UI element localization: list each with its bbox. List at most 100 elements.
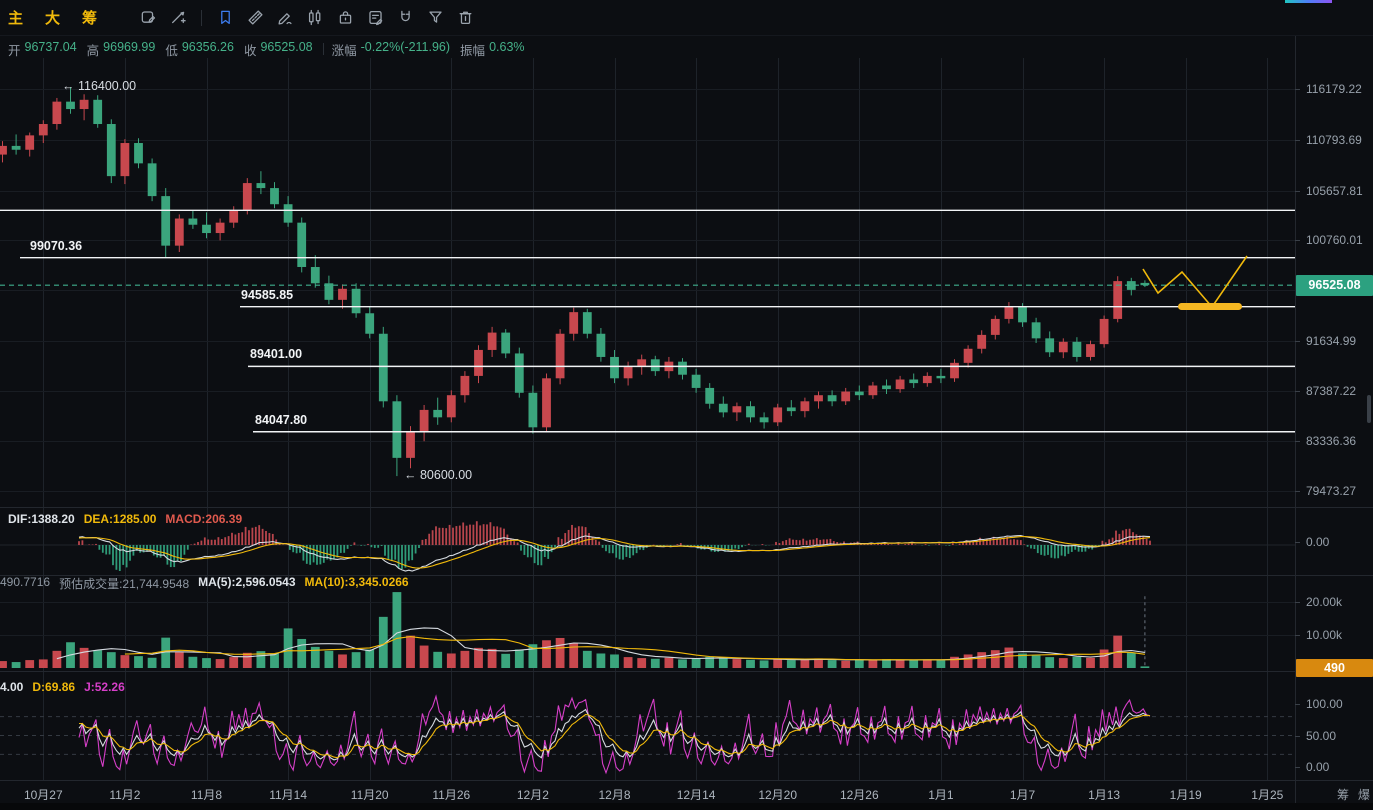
candle	[990, 318, 1000, 335]
volume-bar	[365, 649, 375, 668]
chip-distribution-toggle[interactable]: 筹	[1337, 788, 1350, 802]
candle	[732, 406, 742, 413]
candle	[718, 403, 728, 413]
tab-chips[interactable]: 筹	[82, 10, 98, 27]
candle	[460, 375, 470, 396]
candle	[542, 378, 551, 428]
sync-edit-icon[interactable]	[133, 5, 163, 31]
volume-bar	[746, 659, 755, 668]
date-axis-label: 1月19	[1169, 788, 1202, 802]
candle	[256, 183, 266, 189]
volume-bar	[433, 651, 443, 668]
date-axis-label: 11月26	[432, 788, 471, 802]
volume-bar	[202, 658, 211, 668]
macd-dif-value: DIF:1388.20	[8, 512, 75, 526]
ohlc-row: 开 96737.04 高 96969.99 低 96356.26 收 96525.08 …	[8, 40, 535, 58]
drawn-zigzag-projection	[1142, 255, 1248, 309]
date-axis-label: 1月25	[1251, 788, 1284, 802]
date-axis-label: 11月14	[269, 788, 307, 802]
kdj-axis-label: 100.00	[1306, 697, 1343, 711]
open-value: 96737.04	[24, 39, 77, 54]
date-axis-label: 12月20	[758, 788, 798, 802]
price-level-label: 99070.36	[30, 238, 83, 253]
volume-bar	[297, 638, 307, 668]
volume-bar	[351, 652, 361, 668]
close-label: 收	[243, 43, 257, 58]
volume-bar	[120, 655, 130, 668]
lock-icon[interactable]	[330, 5, 360, 31]
crosshair-pointer-icon[interactable]	[163, 5, 193, 31]
bookmark-icon[interactable]	[210, 5, 240, 31]
volume-bar	[378, 616, 388, 668]
price-axis-label: 100760.01	[1306, 233, 1363, 247]
volume-bar	[678, 659, 687, 668]
candle	[270, 188, 279, 205]
kdj-pane	[0, 694, 1295, 775]
axis-ticks	[1295, 89, 1300, 768]
volume-bar	[514, 649, 524, 668]
volume-bar	[229, 657, 239, 668]
trash-icon[interactable]	[450, 5, 480, 31]
volume-bar	[963, 654, 973, 668]
dea-line	[78, 536, 1151, 569]
price-level-label: 89401.00	[250, 347, 303, 362]
price-axis-label: 87387.22	[1306, 384, 1357, 398]
pen-icon[interactable]	[270, 5, 300, 31]
volume-header: 490.7716 预估成交量:21,744.9548 MA(5):2,596.0…	[0, 575, 409, 592]
ohlc-divider	[322, 43, 324, 55]
kdj-axis-label: 50.00	[1306, 729, 1337, 743]
filter-icon[interactable]	[420, 5, 450, 31]
volume-bar	[555, 637, 565, 668]
candle	[1031, 322, 1041, 339]
volume-bar	[474, 647, 483, 668]
candle	[161, 196, 171, 246]
volume-bar	[623, 657, 633, 668]
candle	[310, 266, 320, 284]
volume-bar	[52, 650, 62, 668]
macd-value: MACD:206.39	[165, 512, 243, 526]
candlestick-icon[interactable]	[300, 5, 330, 31]
volume-bar	[392, 592, 402, 668]
price-axis-label: 110793.69	[1306, 133, 1362, 147]
axis-scrollbar-thumb[interactable]	[1367, 395, 1371, 423]
notes-edit-icon[interactable]	[360, 5, 390, 31]
tab-main[interactable]: 主	[8, 10, 24, 27]
candle	[11, 145, 21, 150]
candle	[705, 387, 715, 404]
volume-bar	[800, 659, 810, 668]
candle	[1113, 281, 1123, 319]
candle	[800, 401, 810, 412]
volume-bar	[841, 660, 851, 668]
candle	[202, 224, 211, 234]
volume-bar	[773, 658, 783, 668]
candle	[841, 391, 851, 402]
ruler-icon[interactable]	[240, 5, 270, 31]
volume-bar	[338, 654, 347, 668]
volume-bar	[11, 662, 21, 668]
candle	[528, 392, 538, 428]
candle	[188, 218, 198, 225]
date-axis-label: 1月13	[1088, 788, 1121, 802]
volume-bar	[25, 660, 35, 668]
kdj-axis-label: 0.00	[1306, 760, 1330, 774]
candle	[106, 124, 116, 177]
price-axis-label: 116179.22	[1306, 82, 1362, 96]
dif-line	[78, 534, 1151, 572]
price-marker-label: ← 80600.00	[404, 468, 473, 483]
candle	[637, 359, 647, 367]
volume-value: 490.7716	[0, 575, 51, 589]
current-price-tag: 96525.08	[1296, 274, 1373, 296]
change-label: 涨幅	[331, 43, 357, 58]
volume-bar	[814, 658, 823, 668]
kdj-d-line	[78, 713, 1151, 759]
candle	[691, 374, 701, 388]
liquidation-toggle[interactable]: 爆	[1358, 788, 1371, 802]
estimated-volume-value: 预估成交量:21,744.9548	[59, 577, 190, 591]
magnet-icon[interactable]	[390, 5, 420, 31]
volume-bar	[310, 646, 320, 668]
tab-large[interactable]: 大	[45, 10, 61, 27]
volume-bar	[0, 661, 7, 668]
candle	[950, 362, 959, 379]
volume-bar	[93, 650, 103, 668]
